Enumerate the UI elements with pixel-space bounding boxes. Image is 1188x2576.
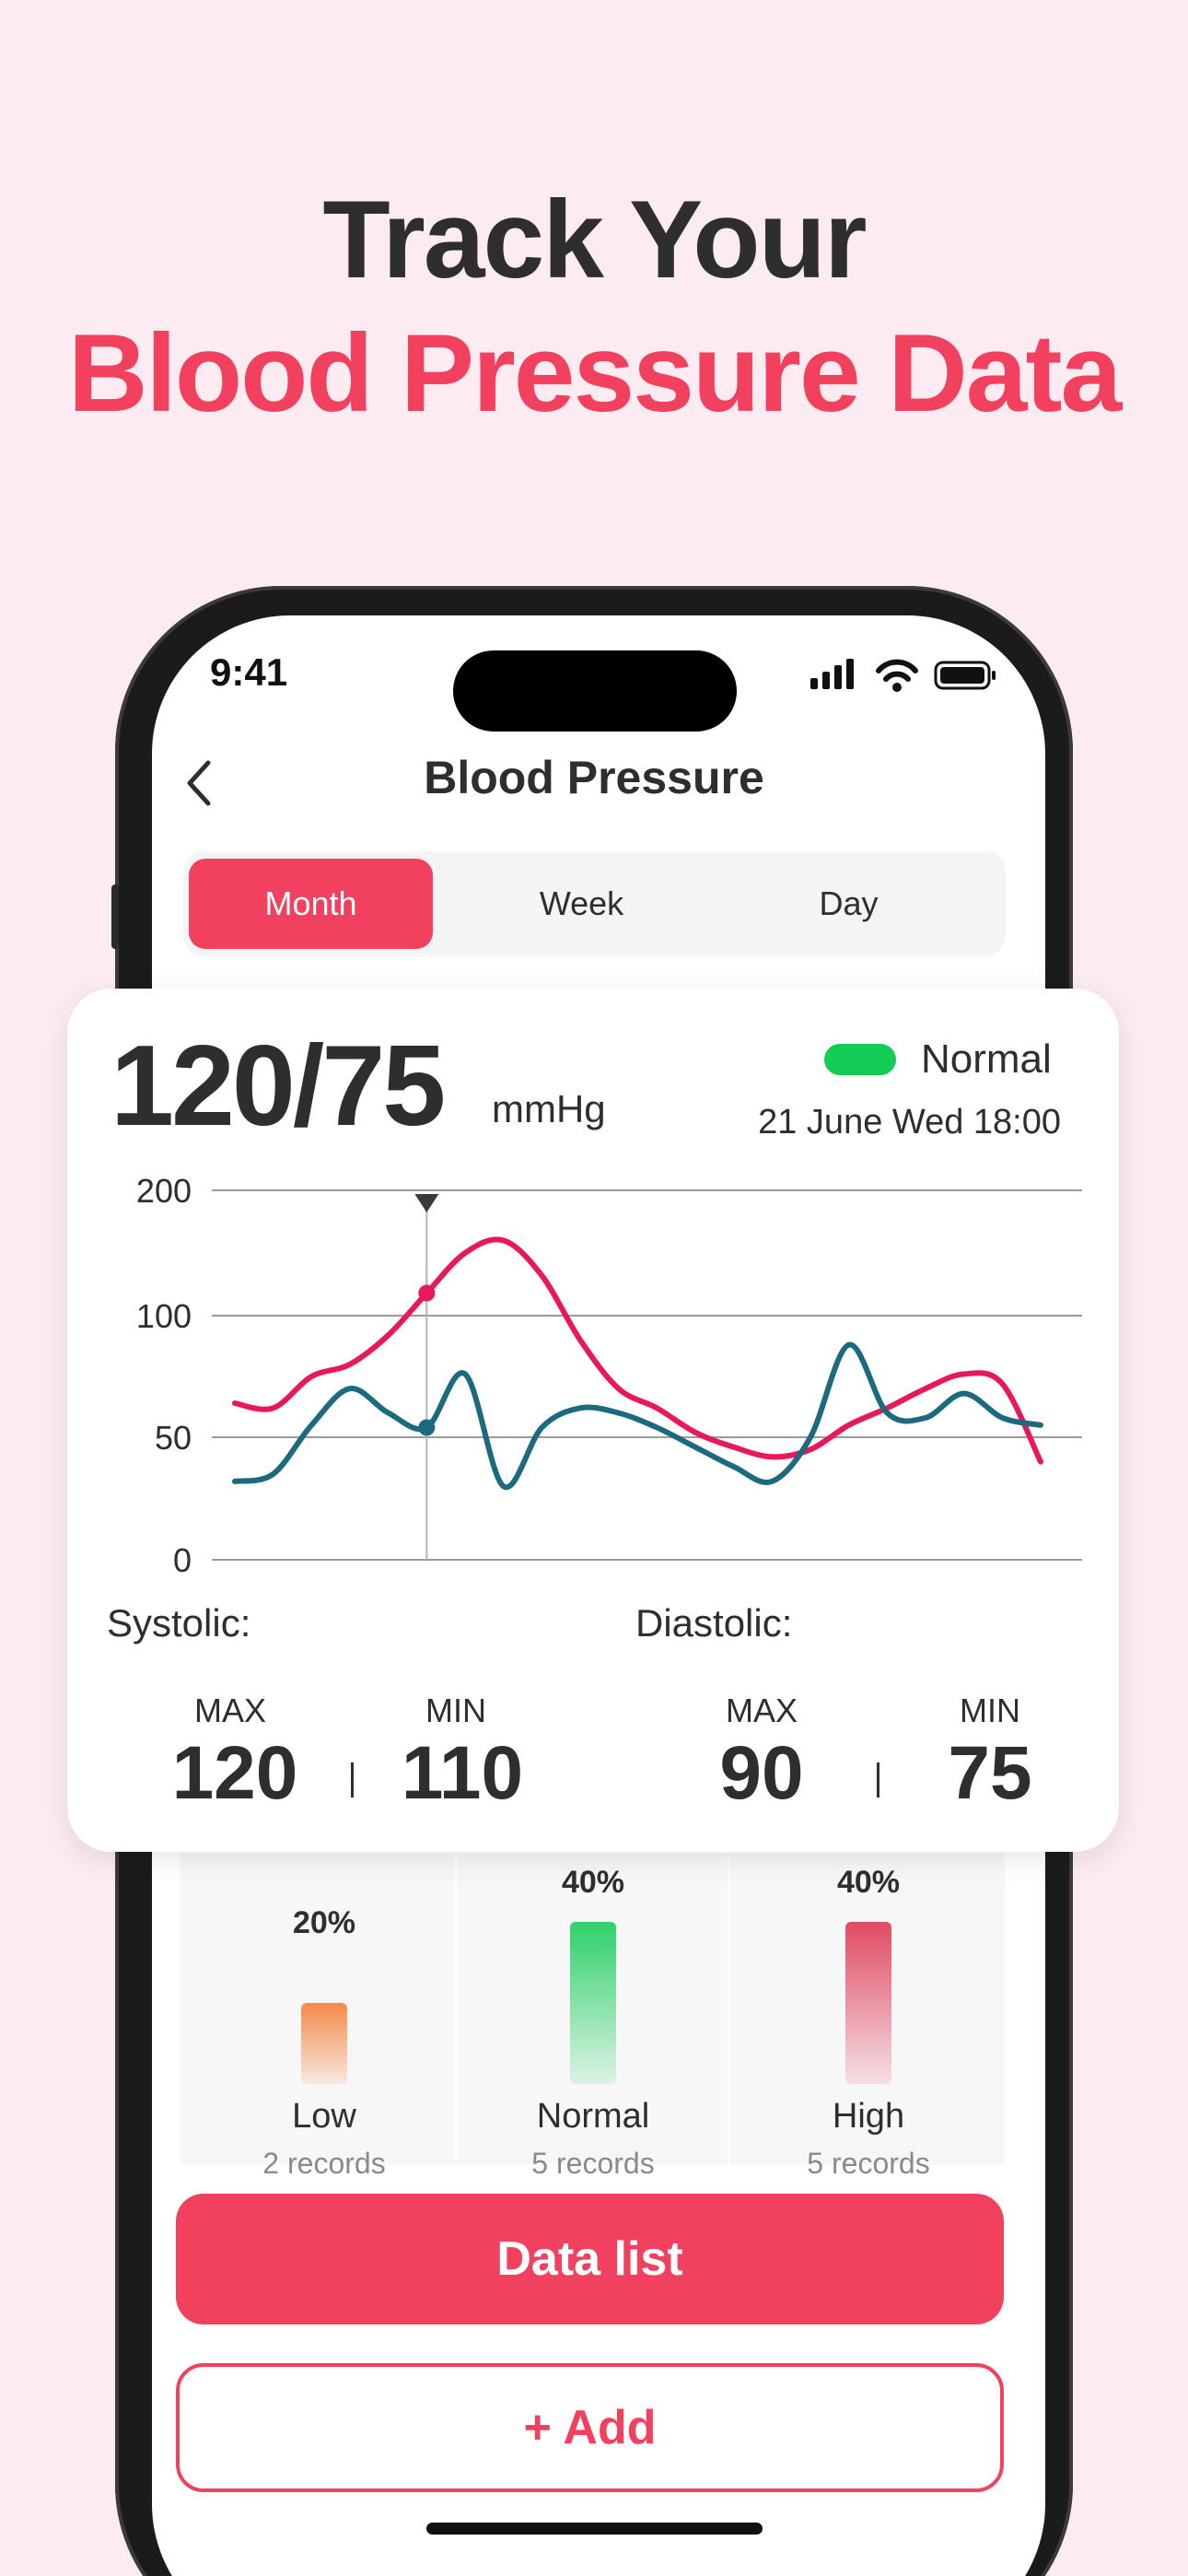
status-time: 9:41 [210,650,288,694]
battery-icon [934,661,996,690]
headline-line-1: Track Your [322,178,867,301]
wifi-icon [876,659,918,692]
high-label: High [832,2097,905,2136]
cellular-icon [810,659,854,689]
status-indicator [824,1044,896,1075]
diastolic-line [232,1341,1043,1491]
data-list-button[interactable]: Data list [176,2194,1004,2324]
systolic-max-label: MAX [193,1692,266,1729]
diastolic-label: Diastolic: [635,1601,793,1645]
low-bar [301,2003,347,2084]
tab-month[interactable]: Month [189,859,433,949]
summary-card [67,989,1119,1852]
diastolic-min-value: 75 [948,1731,1032,1815]
divider [728,1854,729,2165]
normal-label: Normal [536,2097,650,2136]
bp-reading: 120/75 [111,1023,446,1150]
period-segmented-control: Month Week Day [183,851,1006,956]
y-tick-label: 100 [136,1297,192,1335]
page-title: Blood Pressure [424,752,764,803]
y-tick-label: 50 [155,1419,192,1457]
high-percent: 40% [836,1865,901,1900]
chevron-left-icon[interactable] [181,755,217,811]
headline-line-2: Blood Pressure Data [67,311,1122,435]
systolic-line [232,1236,1043,1465]
low-percent: 20% [292,1905,356,1940]
low-count: 2 records [262,2147,386,2180]
systolic-line-point [418,1284,436,1302]
systolic-min-label: MIN [425,1692,486,1729]
normal-count: 5 records [531,2147,655,2180]
reading-datetime: 21 June Wed 18:00 [758,1103,1061,1142]
high-count: 5 records [807,2147,930,2180]
status-icons [810,659,996,692]
separator [351,1762,354,1797]
low-label: Low [292,2097,356,2136]
bp-unit: mmHg [492,1087,606,1130]
bp-line-chart[interactable]: 200 100 50 0 [111,1170,1087,1575]
status-label: Normal [921,1036,1052,1082]
separator [877,1762,879,1797]
home-indicator[interactable] [426,2523,763,2535]
systolic-min-value: 110 [401,1731,524,1815]
headline: Track Your Blood Pressure Data [0,175,1188,442]
systolic-max-value: 120 [171,1731,298,1815]
normal-bar [570,1922,616,2084]
systolic-label: Systolic: [107,1601,251,1645]
y-tick-label: 0 [173,1541,192,1575]
diastolic-line-point [418,1419,436,1436]
divider [455,1854,457,2165]
phone-mute-switch [111,884,119,949]
diastolic-max-label: MAX [725,1692,798,1729]
normal-percent: 40% [561,1865,625,1900]
tab-day[interactable]: Day [819,884,879,922]
diastolic-max-value: 90 [719,1731,804,1815]
dynamic-island [453,650,737,732]
selection-marker-icon [414,1194,439,1212]
high-bar [845,1922,891,2084]
y-tick-label: 200 [136,1172,192,1210]
add-button[interactable]: + Add [176,2363,1004,2492]
tab-week[interactable]: Week [539,884,624,922]
diastolic-min-label: MIN [960,1692,1020,1729]
